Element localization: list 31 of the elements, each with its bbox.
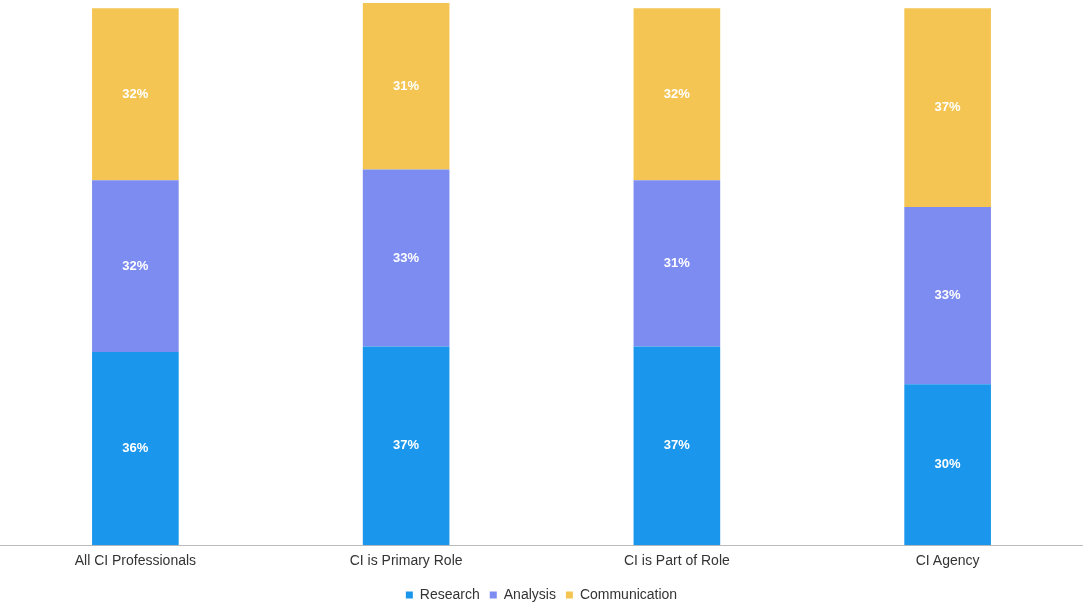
- bar: [633, 346, 721, 546]
- data-label: 32%: [122, 85, 149, 101]
- x-tick-label: CI is Primary Role: [349, 552, 463, 569]
- data-label: 31%: [393, 77, 420, 93]
- bar: [92, 351, 179, 546]
- bar: [92, 8, 179, 181]
- bar: [904, 207, 991, 385]
- legend-label: Communication: [579, 585, 678, 602]
- legend-label: Analysis: [503, 585, 556, 602]
- data-label: 33%: [934, 287, 962, 303]
- bar: [362, 346, 450, 546]
- data-label: 37%: [934, 99, 962, 115]
- legend-label: Research: [419, 585, 480, 602]
- bar: [633, 8, 721, 181]
- bar: [92, 180, 179, 352]
- x-tick-label: CI is Part of Role: [623, 552, 730, 569]
- x-tick-label: All CI Professionals: [74, 552, 197, 569]
- data-label: 30%: [934, 456, 962, 472]
- bar: [362, 3, 450, 170]
- data-label: 33%: [393, 249, 420, 265]
- x-tick-label: CI Agency: [915, 552, 980, 569]
- data-label: 37%: [393, 437, 420, 453]
- data-label: 31%: [663, 254, 691, 270]
- data-label: 32%: [663, 85, 691, 101]
- bar: [904, 8, 991, 207]
- bar: [904, 384, 991, 546]
- bar: [633, 180, 721, 347]
- bar: [362, 169, 450, 347]
- data-label: 32%: [122, 257, 149, 273]
- data-label: 37%: [663, 437, 691, 453]
- data-label: 36%: [122, 440, 149, 456]
